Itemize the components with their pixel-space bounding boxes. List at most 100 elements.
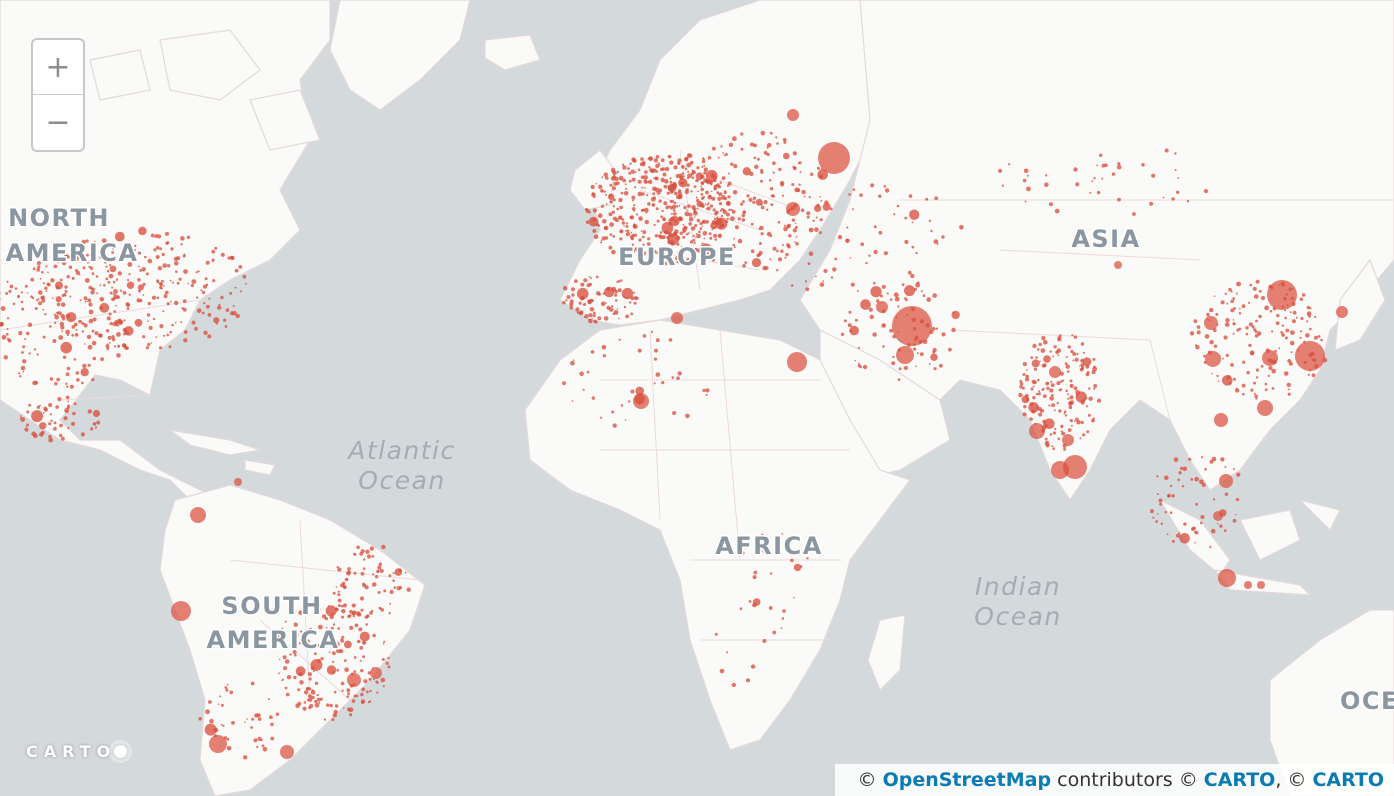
city-marker[interactable] [673, 218, 676, 221]
city-marker[interactable] [65, 395, 70, 400]
city-marker[interactable] [1199, 479, 1204, 485]
city-marker[interactable] [700, 196, 705, 200]
city-marker[interactable] [1067, 393, 1070, 396]
city-marker[interactable] [1069, 395, 1074, 400]
city-marker[interactable] [712, 258, 715, 262]
city-marker[interactable] [1082, 357, 1092, 366]
city-marker[interactable] [1070, 384, 1072, 387]
city-marker[interactable] [108, 312, 112, 316]
city-marker[interactable] [562, 381, 566, 386]
city-marker[interactable] [126, 281, 135, 289]
city-marker-large[interactable] [1063, 455, 1087, 479]
city-marker[interactable] [605, 203, 608, 206]
city-marker[interactable] [337, 593, 341, 597]
city-marker[interactable] [362, 655, 366, 659]
city-marker[interactable] [706, 206, 711, 211]
city-marker[interactable] [708, 194, 712, 198]
city-marker[interactable] [1306, 320, 1309, 323]
city-marker[interactable] [733, 164, 738, 169]
city-marker[interactable] [293, 622, 298, 627]
city-marker[interactable] [180, 236, 185, 241]
city-marker-large[interactable] [209, 735, 227, 753]
city-marker[interactable] [91, 378, 95, 382]
city-marker[interactable] [852, 208, 854, 211]
city-marker[interactable] [713, 217, 717, 220]
city-marker[interactable] [634, 171, 637, 174]
city-marker[interactable] [1309, 327, 1312, 331]
city-marker[interactable] [292, 611, 295, 615]
city-marker[interactable] [318, 624, 323, 630]
city-marker[interactable] [741, 213, 746, 218]
city-marker[interactable] [578, 301, 582, 305]
city-marker[interactable] [1233, 377, 1236, 381]
city-marker[interactable] [686, 209, 688, 211]
city-marker[interactable] [308, 687, 312, 691]
city-marker[interactable] [641, 186, 644, 189]
city-marker[interactable] [723, 154, 726, 157]
city-marker[interactable] [732, 243, 736, 247]
city-marker[interactable] [1018, 392, 1023, 398]
city-marker[interactable] [1031, 359, 1040, 368]
city-marker[interactable] [1181, 485, 1185, 488]
city-marker[interactable] [349, 609, 353, 614]
city-marker[interactable] [76, 256, 79, 259]
city-marker[interactable] [843, 319, 847, 323]
city-marker[interactable] [380, 677, 386, 683]
city-marker[interactable] [763, 200, 768, 205]
city-marker[interactable] [848, 310, 852, 314]
city-marker[interactable] [589, 307, 595, 312]
city-marker[interactable] [574, 279, 578, 283]
city-marker[interactable] [22, 359, 27, 364]
city-marker[interactable] [576, 287, 589, 300]
city-marker[interactable] [346, 688, 351, 693]
city-marker[interactable] [752, 598, 761, 606]
city-marker[interactable] [714, 238, 717, 241]
city-marker[interactable] [284, 686, 288, 690]
city-marker[interactable] [762, 265, 767, 271]
city-marker[interactable] [570, 360, 575, 366]
city-marker[interactable] [1194, 542, 1196, 544]
city-marker[interactable] [1267, 374, 1271, 378]
city-marker[interactable] [94, 240, 96, 243]
city-marker[interactable] [641, 192, 645, 196]
city-marker[interactable] [1081, 402, 1084, 405]
city-marker[interactable] [695, 178, 699, 183]
city-marker[interactable] [56, 302, 61, 307]
city-marker[interactable] [1076, 394, 1078, 397]
city-marker[interactable] [6, 337, 11, 341]
city-marker[interactable] [952, 311, 955, 314]
city-marker[interactable] [601, 344, 607, 350]
city-marker[interactable] [336, 566, 339, 569]
city-marker[interactable] [626, 296, 629, 299]
city-marker[interactable] [762, 548, 768, 554]
city-marker[interactable] [196, 308, 202, 314]
city-marker[interactable] [53, 426, 57, 431]
city-marker[interactable] [119, 254, 125, 259]
city-marker[interactable] [653, 223, 656, 227]
city-marker[interactable] [50, 278, 55, 283]
city-marker[interactable] [1092, 366, 1098, 372]
city-marker[interactable] [1204, 334, 1210, 339]
city-marker[interactable] [628, 179, 632, 183]
city-marker[interactable] [226, 746, 232, 751]
city-marker[interactable] [783, 226, 788, 232]
city-marker[interactable] [600, 204, 605, 208]
city-marker[interactable] [1241, 383, 1246, 388]
city-marker[interactable] [308, 677, 312, 681]
city-marker[interactable] [164, 290, 169, 295]
city-marker[interactable] [618, 175, 624, 181]
city-marker[interactable] [1032, 396, 1036, 400]
city-marker[interactable] [1132, 212, 1136, 216]
city-marker[interactable] [916, 352, 919, 355]
city-marker[interactable] [669, 180, 673, 184]
city-marker[interactable] [341, 615, 345, 619]
city-marker[interactable] [671, 376, 675, 379]
city-marker[interactable] [333, 641, 340, 648]
city-marker[interactable] [640, 157, 644, 161]
city-marker[interactable] [1226, 302, 1229, 305]
city-marker[interactable] [36, 405, 41, 409]
city-marker[interactable] [92, 356, 97, 361]
city-marker[interactable] [1022, 373, 1026, 376]
city-marker[interactable] [311, 695, 315, 700]
city-marker[interactable] [682, 224, 685, 226]
